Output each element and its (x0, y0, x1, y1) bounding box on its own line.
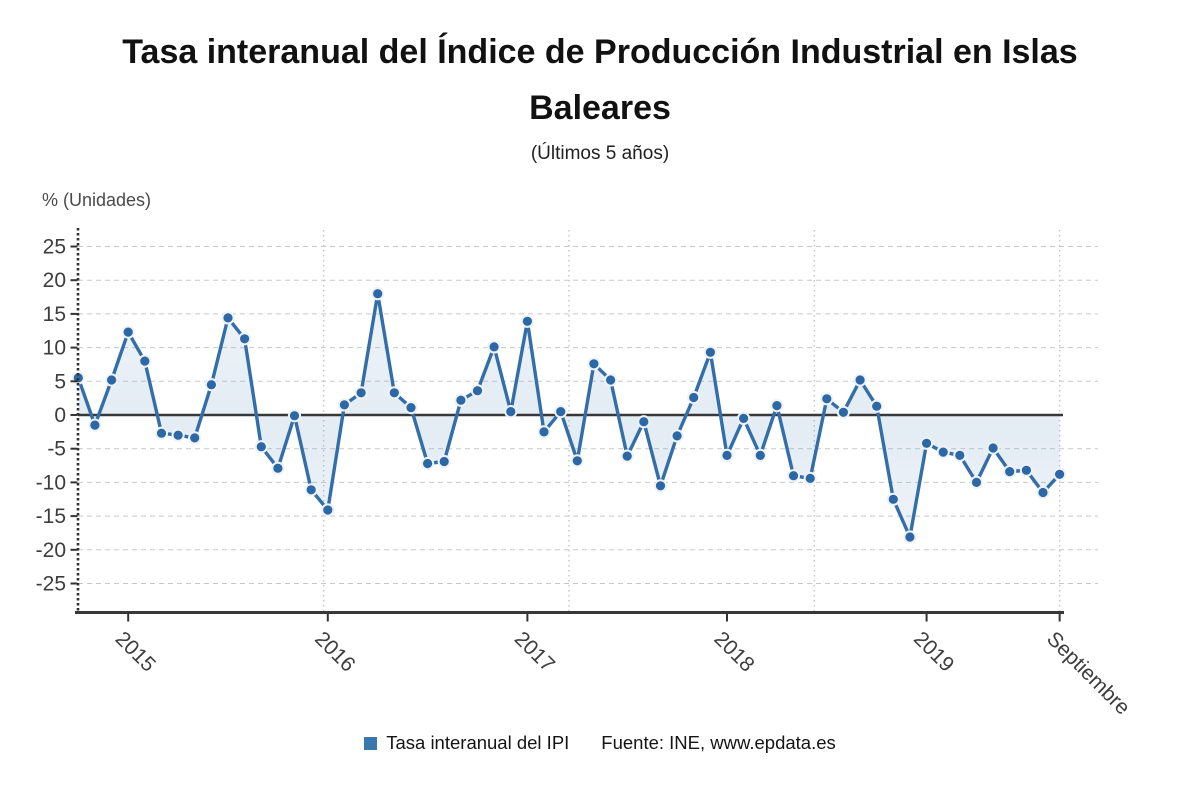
data-point[interactable] (687, 390, 701, 405)
data-point[interactable] (371, 287, 385, 301)
page-title: Tasa interanual del Índice de Producción… (0, 24, 1200, 136)
x-tick-label: 2016 (310, 627, 359, 676)
data-point[interactable] (637, 415, 651, 429)
data-point[interactable] (820, 392, 834, 406)
data-point[interactable] (171, 428, 185, 442)
y-tick-label: 20 (43, 269, 66, 292)
data-point[interactable] (1053, 467, 1067, 481)
data-point[interactable] (836, 405, 851, 419)
data-point[interactable] (703, 345, 718, 359)
data-point[interactable] (537, 425, 551, 439)
data-point[interactable] (437, 454, 451, 469)
data-point[interactable] (487, 340, 501, 354)
source-label: Fuente: INE, www.epdata.es (601, 732, 836, 753)
x-tick-label: Septiembre (1042, 627, 1134, 719)
data-point[interactable] (936, 445, 950, 459)
data-point[interactable] (88, 418, 102, 432)
data-point[interactable] (803, 471, 817, 485)
y-tick-label: 5 (54, 370, 66, 393)
data-point[interactable] (920, 436, 934, 450)
data-point[interactable] (670, 429, 684, 443)
data-point[interactable] (271, 461, 285, 475)
data-point[interactable] (138, 354, 152, 368)
data-point[interactable] (105, 373, 119, 387)
legend-swatch (364, 736, 378, 750)
data-point[interactable] (404, 401, 418, 415)
data-point[interactable] (986, 441, 1000, 455)
y-axis-unit-label: % (Unidades) (42, 190, 152, 210)
y-tick-label: -20 (36, 539, 66, 562)
data-point[interactable] (604, 373, 618, 387)
data-point[interactable] (903, 530, 917, 544)
data-point[interactable] (387, 386, 401, 400)
data-point[interactable] (520, 314, 535, 328)
data-point[interactable] (254, 440, 268, 454)
data-point[interactable] (454, 393, 468, 407)
x-tick-label: 2015 (111, 627, 160, 676)
data-point[interactable] (620, 449, 634, 463)
y-tick-label: 10 (43, 337, 66, 360)
data-point[interactable] (737, 411, 751, 425)
data-point[interactable] (770, 399, 784, 413)
data-point[interactable] (470, 384, 485, 398)
y-tick-label: 25 (43, 236, 66, 259)
data-point[interactable] (753, 448, 767, 462)
legend-series-label: Tasa interanual del IPI (386, 732, 570, 753)
data-point[interactable] (504, 405, 518, 419)
y-tick-label: -5 (47, 438, 66, 461)
data-point[interactable] (969, 475, 984, 489)
data-point[interactable] (1003, 465, 1017, 479)
title-line2: Baleares (529, 89, 671, 127)
data-point[interactable] (953, 448, 967, 462)
data-point[interactable] (870, 399, 884, 413)
data-point[interactable] (786, 469, 801, 483)
data-point[interactable] (121, 325, 135, 339)
x-tick-label: 2017 (510, 627, 559, 676)
data-point[interactable] (304, 483, 318, 497)
data-point[interactable] (653, 479, 668, 493)
data-point[interactable] (337, 398, 351, 412)
y-tick-label: -15 (36, 505, 66, 528)
y-tick-label: -25 (36, 573, 66, 596)
data-point[interactable] (321, 503, 335, 517)
y-tick-label: -10 (36, 471, 66, 494)
data-point[interactable] (886, 492, 900, 506)
data-point[interactable] (154, 426, 169, 440)
data-point[interactable] (587, 357, 601, 371)
data-point[interactable] (1019, 463, 1034, 477)
y-tick-label: 0 (54, 404, 66, 427)
data-point[interactable] (720, 448, 734, 462)
data-point[interactable] (221, 311, 235, 325)
data-point[interactable] (554, 405, 568, 419)
data-point[interactable] (421, 456, 435, 471)
y-tick-label: 15 (43, 303, 66, 326)
data-point[interactable] (570, 454, 584, 468)
legend: Tasa interanual del IPI Fuente: INE, www… (0, 732, 1200, 754)
data-point[interactable] (354, 386, 368, 400)
data-point[interactable] (1036, 485, 1050, 500)
data-point[interactable] (287, 409, 302, 423)
data-point[interactable] (204, 378, 218, 392)
data-point[interactable] (853, 373, 867, 387)
title-line1: Tasa interanual del Índice de Producción… (122, 33, 1078, 71)
x-tick-label: 2019 (909, 627, 958, 676)
chart-subtitle: (Últimos 5 años) (530, 143, 670, 164)
x-tick-label: 2018 (709, 627, 758, 676)
data-point[interactable] (238, 332, 252, 346)
data-point[interactable] (188, 431, 202, 445)
